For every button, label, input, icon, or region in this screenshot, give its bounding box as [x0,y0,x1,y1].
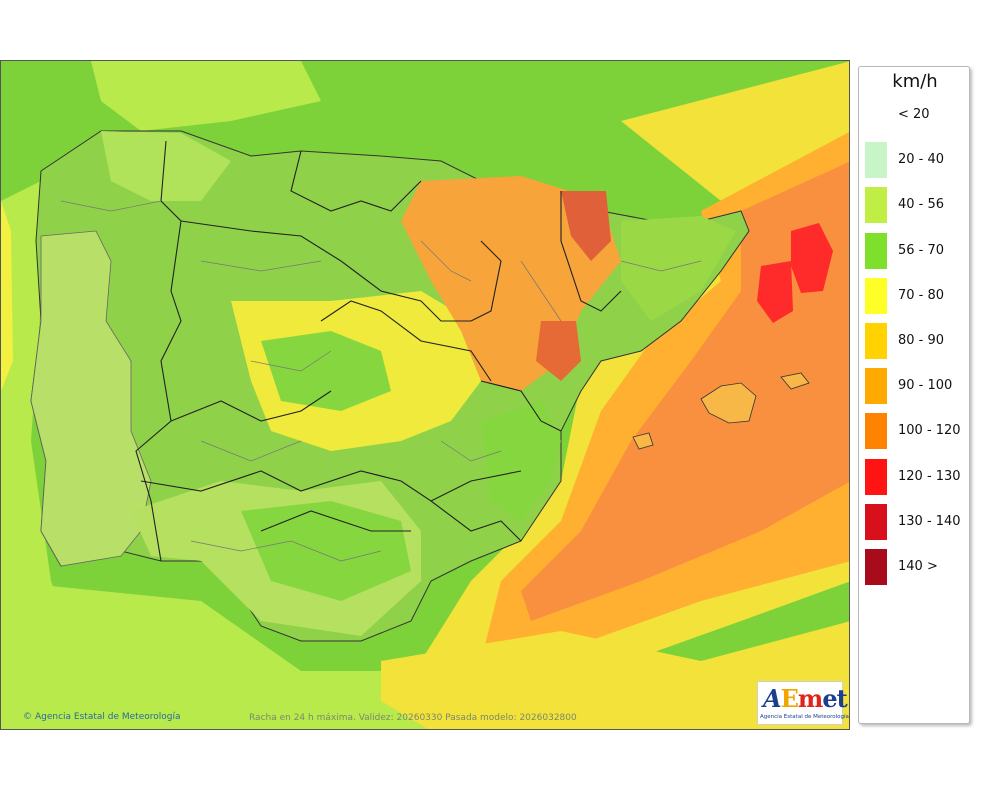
legend-swatch [865,503,887,540]
wind-gust-map: © Agencia Estatal de Meteorología Racha e… [0,60,850,730]
legend-item: 90 - 100 [859,368,971,405]
legend-item: 56 - 70 [859,232,971,269]
legend-label: 40 - 56 [898,197,945,213]
legend-swatch [865,549,887,585]
legend-label: 130 - 140 [898,513,961,529]
legend-unit: km/h [892,71,938,92]
valencia-green [481,401,561,521]
africa-coast [381,621,849,729]
legend-label: 20 - 40 [898,152,945,168]
copyright-icon: © [23,712,32,722]
legend-label: < 20 [898,107,930,122]
legend-swatch [865,277,887,314]
legend-swatch [865,142,887,179]
legend-swatch [865,187,887,224]
legend-label: 90 - 100 [898,378,953,394]
menorca [780,372,810,390]
map-canvas [1,61,849,729]
logo-subtitle: Agencia Estatal de Meteorología [760,714,849,720]
legend-swatch [865,232,887,269]
legend-swatch [865,323,887,359]
andalusia-green [241,501,411,601]
africa-land [211,681,428,729]
atlantic-yellow-edge [1,201,13,391]
legend-swatch [865,458,887,495]
legend-item: 40 - 56 [859,187,971,224]
legend-panel: km/h < 20 20 - 40 40 - 56 56 - 70 70 - 80 80 … [858,66,970,724]
legend-label: 56 - 70 [898,242,945,258]
aemet-logo: AEmet Agencia Estatal de Meteorología [757,681,849,725]
legend-swatch [865,368,887,405]
agency-credit: © Agencia Estatal de Meteorología [23,712,181,722]
map-caption: Racha en 24 h máxima. Validez: 20260330 … [249,713,577,723]
legend-label: 70 - 80 [898,287,945,303]
pyrenees-red [561,191,611,261]
legend-item: 100 - 120 [859,413,971,450]
north-light-patch [101,131,231,201]
legend-swatch [865,413,887,450]
legend-item: < 20 [859,97,971,133]
credit-text: Agencia Estatal de Meteorología [35,712,181,722]
central-green-core [261,331,391,411]
north-sea-band [91,61,321,131]
legend-item: 70 - 80 [859,277,971,314]
legend-item: 120 - 130 [859,458,971,495]
legend-item: 140 > [859,549,971,585]
region-borders [135,140,622,562]
med-red-cell-2 [757,261,793,323]
logo-wordmark: AEmet [763,684,848,713]
legend-label: 100 - 120 [898,423,961,439]
mallorca [700,382,757,424]
legend-item: 20 - 40 [859,142,971,179]
province-borders [60,200,702,562]
med-red-cell-1 [791,223,833,293]
legend-label: 140 > [898,559,938,574]
catalonia-green [621,216,736,321]
iberico-red [536,321,581,381]
ibiza [632,432,654,450]
legend-item: 130 - 140 [859,503,971,540]
legend-label: 120 - 130 [898,468,961,484]
legend-swatch [865,97,887,133]
legend-label: 80 - 90 [898,333,945,348]
south-sea-band [1,581,460,729]
legend-item: 80 - 90 [859,323,971,359]
